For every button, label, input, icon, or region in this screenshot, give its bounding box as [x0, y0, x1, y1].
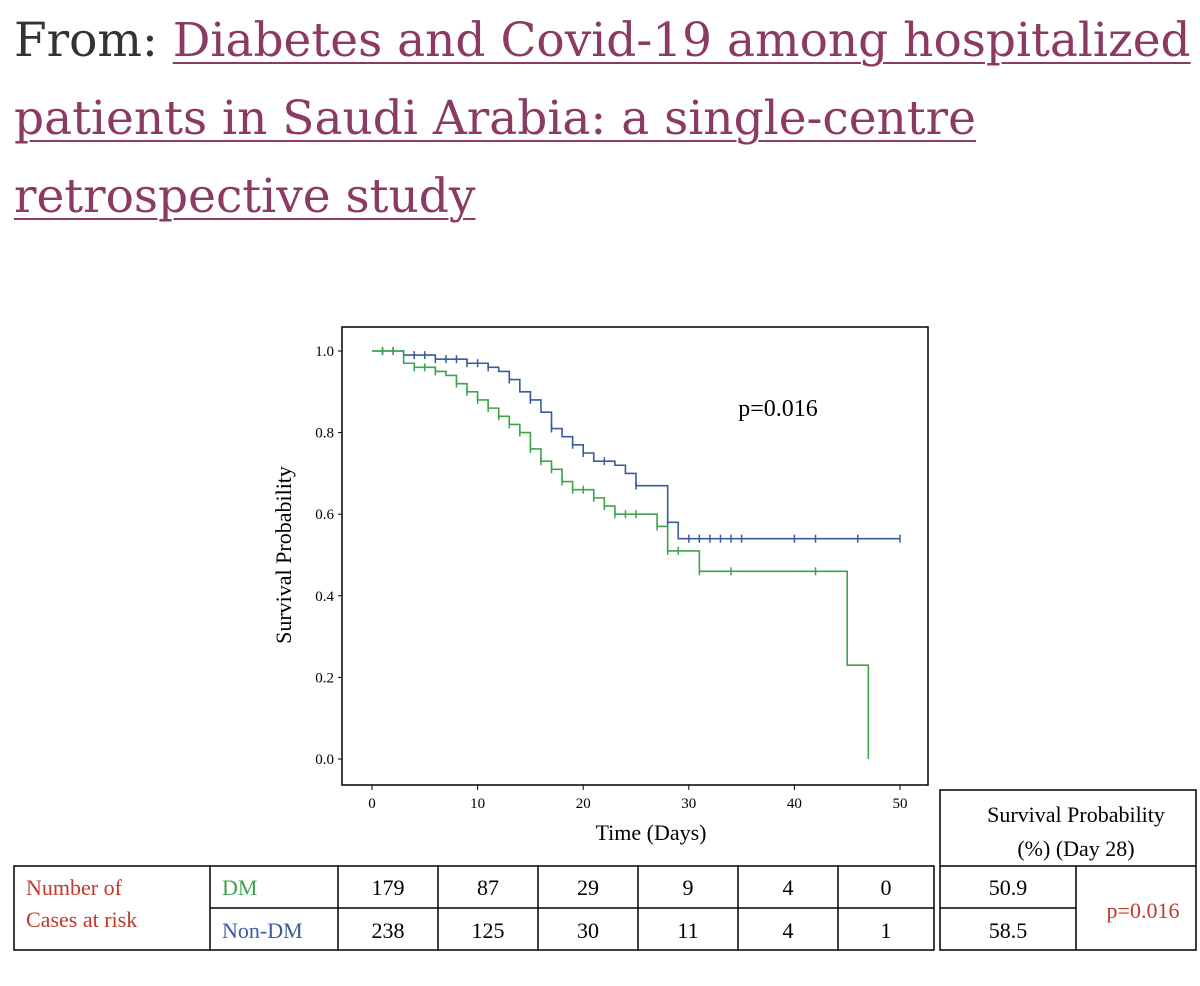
y-tick-label: 0.8: [315, 426, 334, 442]
article-header: From: Diabetes and Covid-19 among hospit…: [14, 2, 1194, 236]
risk-count-cell: 11: [677, 918, 698, 943]
risk-count-cell: 1: [881, 918, 892, 943]
risk-count-cell: 9: [683, 875, 694, 900]
survival-header-line2: (%) (Day 28): [1017, 836, 1134, 861]
from-label: From:: [14, 13, 158, 68]
table-p-value: p=0.016: [1107, 898, 1180, 923]
y-tick-label: 0.2: [315, 670, 334, 686]
y-tick-label: 1.0: [315, 344, 334, 360]
risk-table: [13, 789, 1197, 951]
risk-count-cell: 0: [881, 875, 892, 900]
x-tick-label: 10: [470, 796, 485, 812]
plot-frame: [341, 326, 929, 786]
x-tick-label: 50: [893, 796, 908, 812]
y-axis-label: Survival Probability: [271, 466, 296, 644]
y-tick-label: 0.6: [315, 507, 334, 523]
risk-count-cell: 4: [783, 875, 794, 900]
risk-count-cell: 238: [372, 918, 405, 943]
risk-label-line2: Cases at risk: [26, 907, 137, 932]
p-value-annotation: p=0.016: [738, 396, 818, 422]
x-axis-label: Time (Days): [595, 820, 706, 845]
x-tick-label: 30: [681, 796, 696, 812]
risk-label-line1: Number of: [26, 875, 123, 900]
survival-nondm-value: 58.5: [989, 918, 1028, 943]
x-tick-label: 0: [368, 796, 376, 812]
risk-count-cell: 125: [472, 918, 505, 943]
risk-count-cell: 30: [577, 918, 599, 943]
survival-header-line1: Survival Probability: [987, 802, 1165, 827]
y-tick-label: 0.0: [315, 752, 334, 768]
risk-count-cell: 4: [783, 918, 794, 943]
x-tick-label: 20: [576, 796, 591, 812]
x-tick-label: 40: [787, 796, 802, 812]
survival-dm-value: 50.9: [989, 875, 1028, 900]
article-link[interactable]: Diabetes and Covid-19 among hospitalized…: [14, 13, 1191, 224]
risk-count-cell: 87: [477, 875, 499, 900]
risk-count-cell: 179: [372, 875, 405, 900]
risk-count-cell: 29: [577, 875, 599, 900]
group-nondm-label: Non-DM: [222, 918, 303, 943]
group-dm-label: DM: [222, 875, 257, 900]
y-tick-label: 0.4: [315, 589, 334, 605]
